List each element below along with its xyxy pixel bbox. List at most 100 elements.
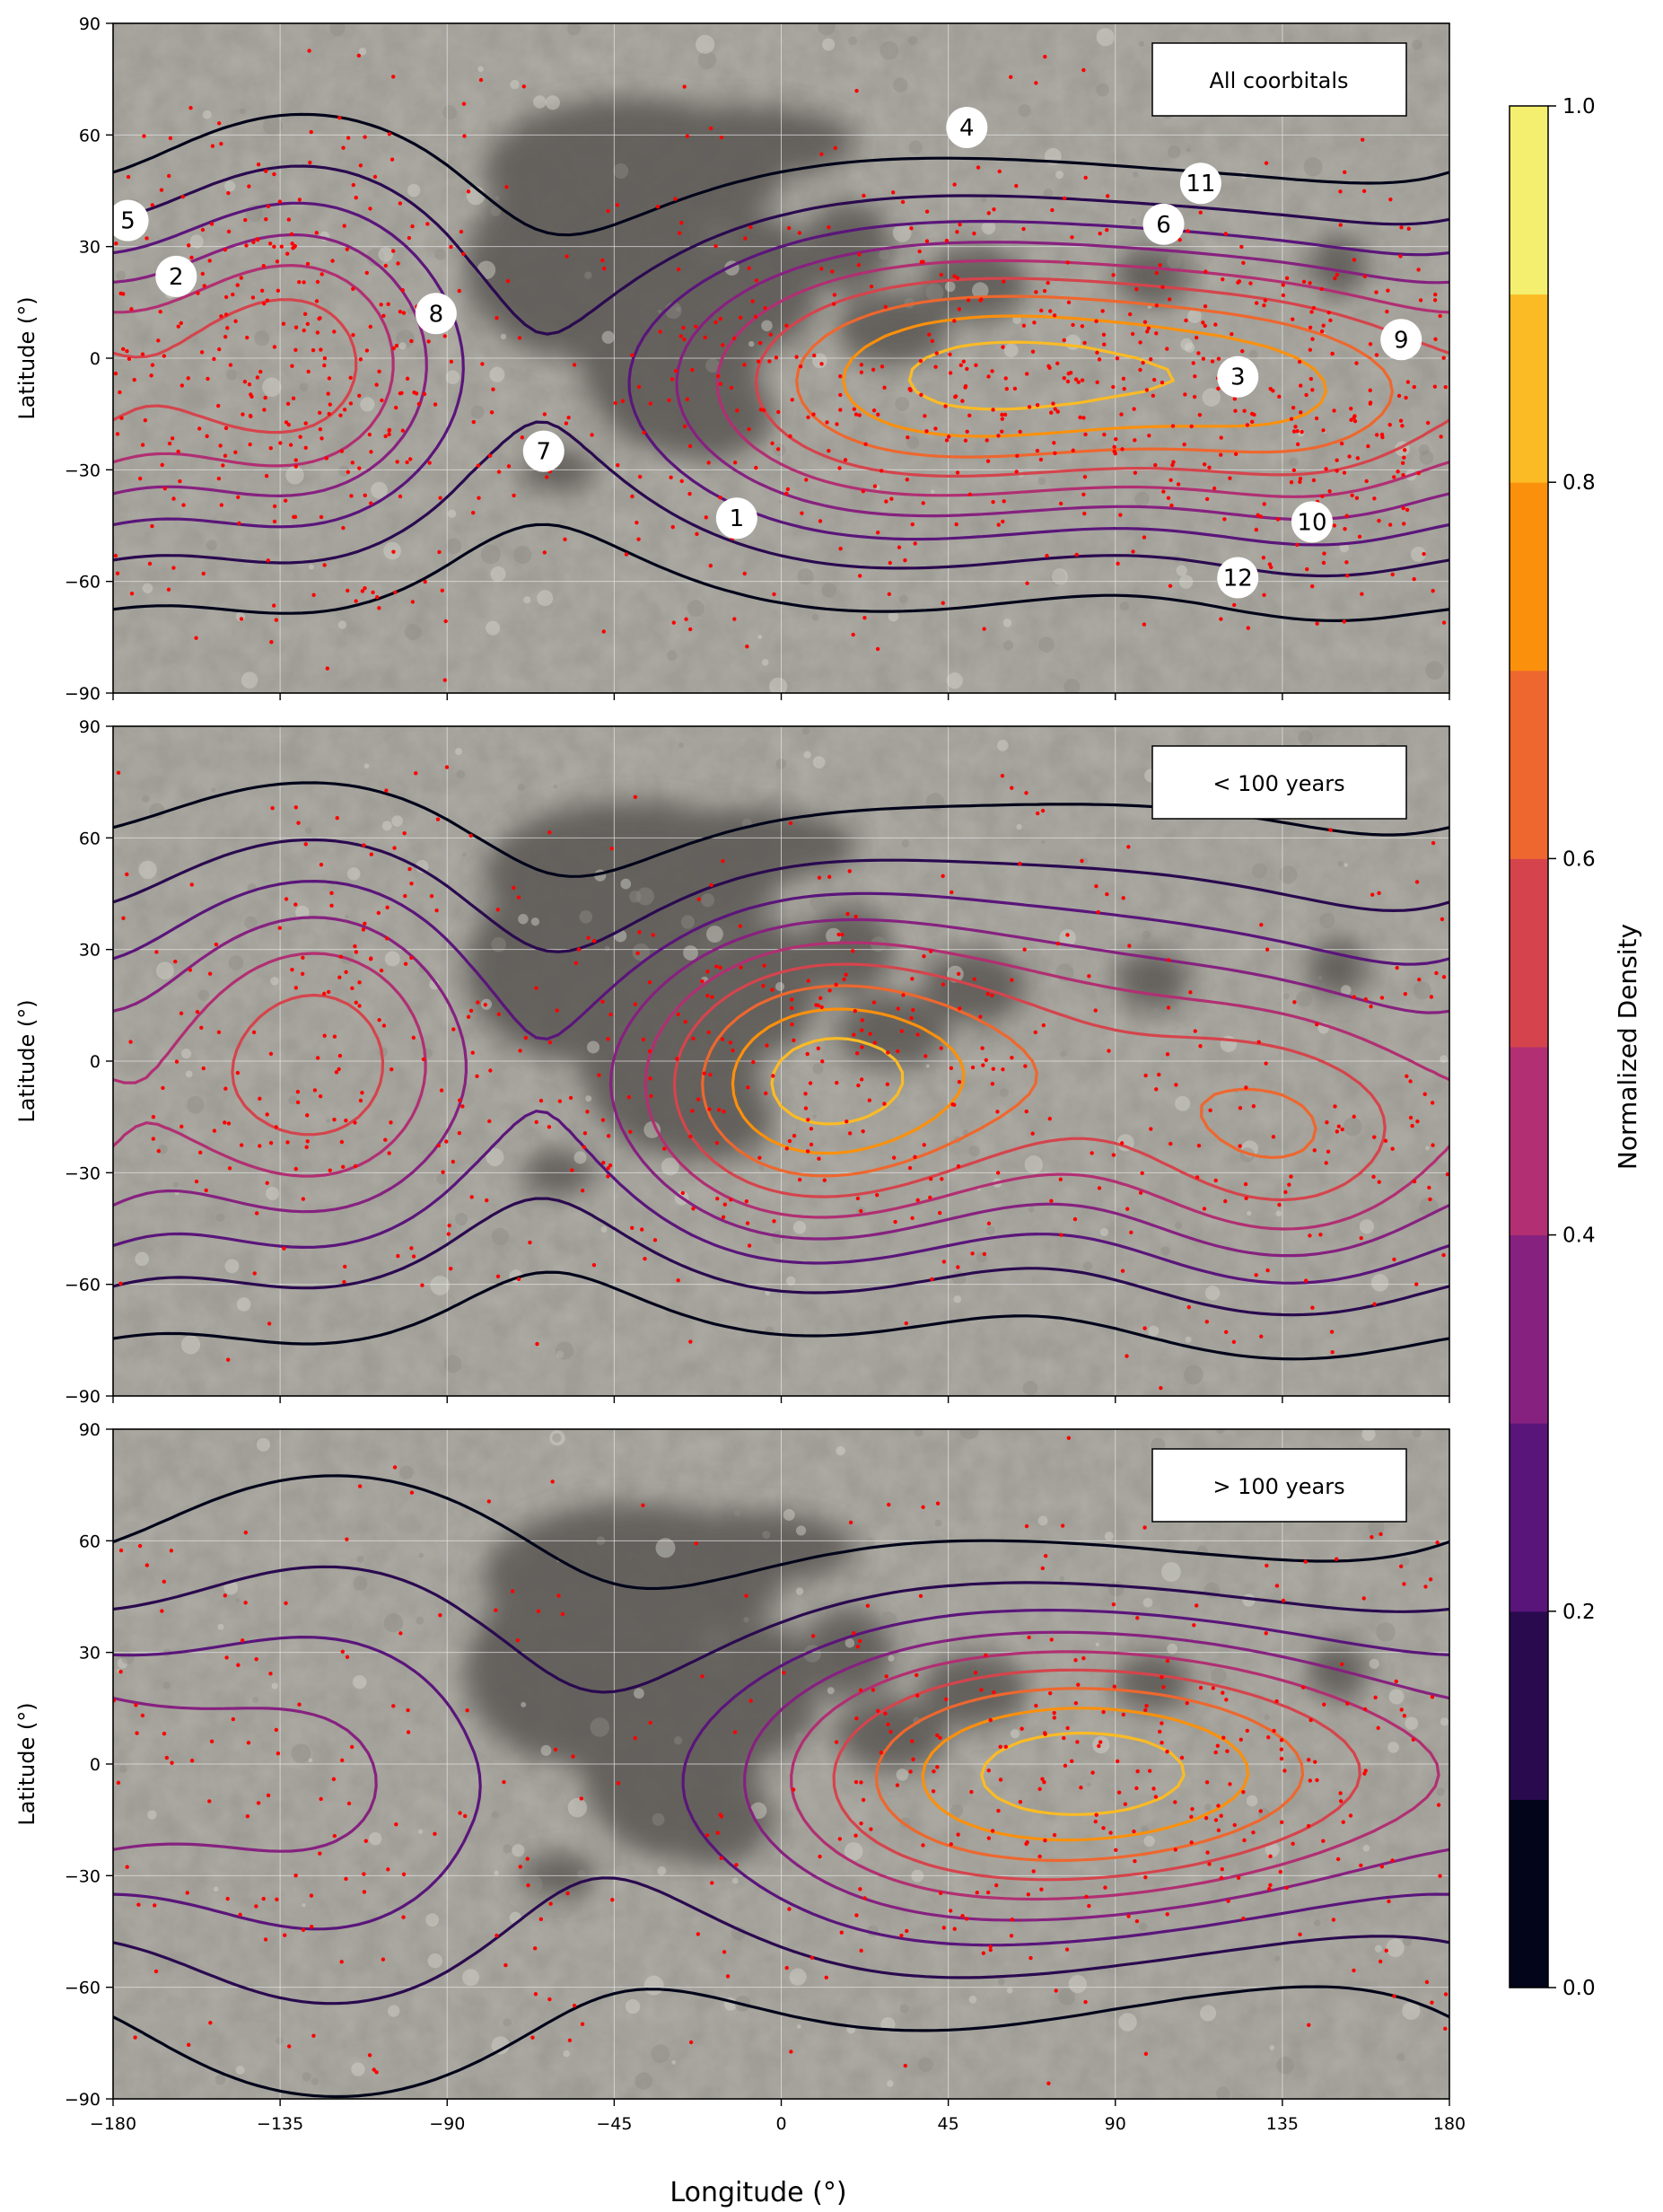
coorbital-point — [1002, 279, 1006, 284]
coorbital-point — [817, 1156, 821, 1161]
coorbital-point — [1024, 1109, 1028, 1114]
coorbital-point — [1392, 1994, 1396, 1998]
coorbital-point — [1131, 549, 1135, 554]
coorbital-point — [810, 1955, 814, 1960]
coorbital-point — [806, 1118, 810, 1122]
crater — [1095, 1642, 1099, 1646]
crater — [1264, 1714, 1270, 1721]
coorbital-point — [837, 1837, 843, 1841]
coorbital-point — [944, 1697, 949, 1701]
coorbital-point — [1201, 320, 1205, 325]
coorbital-point — [1310, 388, 1315, 392]
coorbital-point — [353, 1120, 357, 1125]
coorbital-point — [346, 470, 351, 475]
coorbital-point — [314, 299, 319, 303]
coorbital-point — [819, 267, 824, 271]
coorbital-point — [297, 1702, 302, 1707]
coorbital-point — [1066, 1435, 1072, 1441]
coorbital-point — [679, 221, 684, 225]
coorbital-point — [844, 972, 848, 977]
coorbital-point — [1328, 828, 1333, 832]
crater — [864, 1537, 876, 1549]
coorbital-point — [696, 897, 701, 901]
crater — [625, 1998, 641, 2014]
crater — [822, 38, 836, 51]
coorbital-point — [1223, 232, 1228, 236]
coorbital-point — [1392, 475, 1396, 479]
crater — [577, 1869, 586, 1878]
coorbital-point — [1094, 319, 1098, 324]
coorbital-point — [201, 1066, 206, 1071]
coorbital-point — [1173, 1848, 1177, 1852]
coorbital-point — [358, 1098, 363, 1103]
marker-11: 11 — [1179, 162, 1221, 205]
coorbital-point — [1052, 1710, 1056, 1716]
coorbital-point — [1112, 1684, 1116, 1689]
coorbital-point — [1224, 1698, 1229, 1702]
coorbital-point — [708, 563, 713, 568]
coorbital-point — [1336, 1124, 1342, 1128]
coorbital-point — [129, 591, 135, 596]
coorbital-point — [1338, 1791, 1343, 1795]
crater — [826, 927, 842, 944]
coorbital-point — [412, 391, 416, 395]
coorbital-point — [1101, 332, 1107, 338]
marker-circle — [1217, 557, 1259, 599]
coorbital-point — [687, 443, 693, 449]
coorbital-point — [748, 1698, 753, 1703]
mare — [1115, 246, 1190, 306]
coorbital-point — [1309, 1717, 1313, 1723]
coorbital-point — [941, 1926, 946, 1930]
coorbital-point — [274, 618, 279, 622]
coorbital-point — [721, 859, 725, 864]
crater — [1022, 1381, 1038, 1396]
coorbital-point — [1256, 513, 1260, 517]
coorbital-point — [491, 387, 495, 391]
coorbital-point — [1074, 552, 1079, 557]
coorbital-point — [1096, 909, 1100, 915]
coorbital-point — [277, 199, 283, 204]
crater — [1400, 1557, 1410, 1567]
crater — [1419, 450, 1434, 465]
coorbital-point — [1143, 2051, 1149, 2057]
coorbital-point — [933, 426, 938, 431]
coorbital-point — [223, 426, 229, 431]
coorbital-point — [1225, 1749, 1230, 1753]
coorbital-point — [1352, 258, 1357, 262]
coorbital-point — [1173, 1800, 1177, 1804]
coorbital-point — [409, 1246, 414, 1251]
coorbital-point — [1094, 1813, 1098, 1817]
coorbital-point — [495, 315, 499, 320]
coorbital-point — [219, 141, 223, 146]
coorbital-point — [186, 243, 191, 248]
coorbital-point — [1149, 357, 1153, 362]
coorbital-point — [1308, 347, 1313, 352]
coorbital-point — [1202, 1207, 1207, 1211]
crater — [931, 489, 935, 494]
coorbital-point — [950, 1102, 955, 1107]
coorbital-point — [1041, 1023, 1046, 1028]
coorbital-point — [422, 391, 427, 397]
coorbital-point — [1082, 511, 1087, 516]
coorbital-point — [254, 1904, 258, 1909]
coorbital-point — [235, 1070, 241, 1075]
coorbital-point — [278, 441, 283, 445]
crater — [430, 1276, 451, 1295]
coorbital-point — [743, 236, 748, 241]
coorbital-point — [140, 443, 145, 447]
coorbital-point — [1168, 584, 1173, 588]
contour-level-0.4 — [113, 916, 1449, 1258]
crater — [445, 370, 460, 385]
coorbital-point — [852, 1032, 856, 1037]
coorbital-point — [1066, 300, 1072, 305]
coorbital-point — [1142, 535, 1147, 540]
coorbital-point — [154, 950, 159, 954]
marker-8: 8 — [415, 293, 457, 335]
coorbital-point — [283, 1933, 287, 1937]
coorbital-point — [610, 1898, 615, 1902]
coorbital-point — [1040, 808, 1046, 813]
coorbital-point — [1258, 1809, 1263, 1813]
coorbital-point — [1210, 359, 1215, 364]
coorbital-point — [713, 320, 718, 325]
